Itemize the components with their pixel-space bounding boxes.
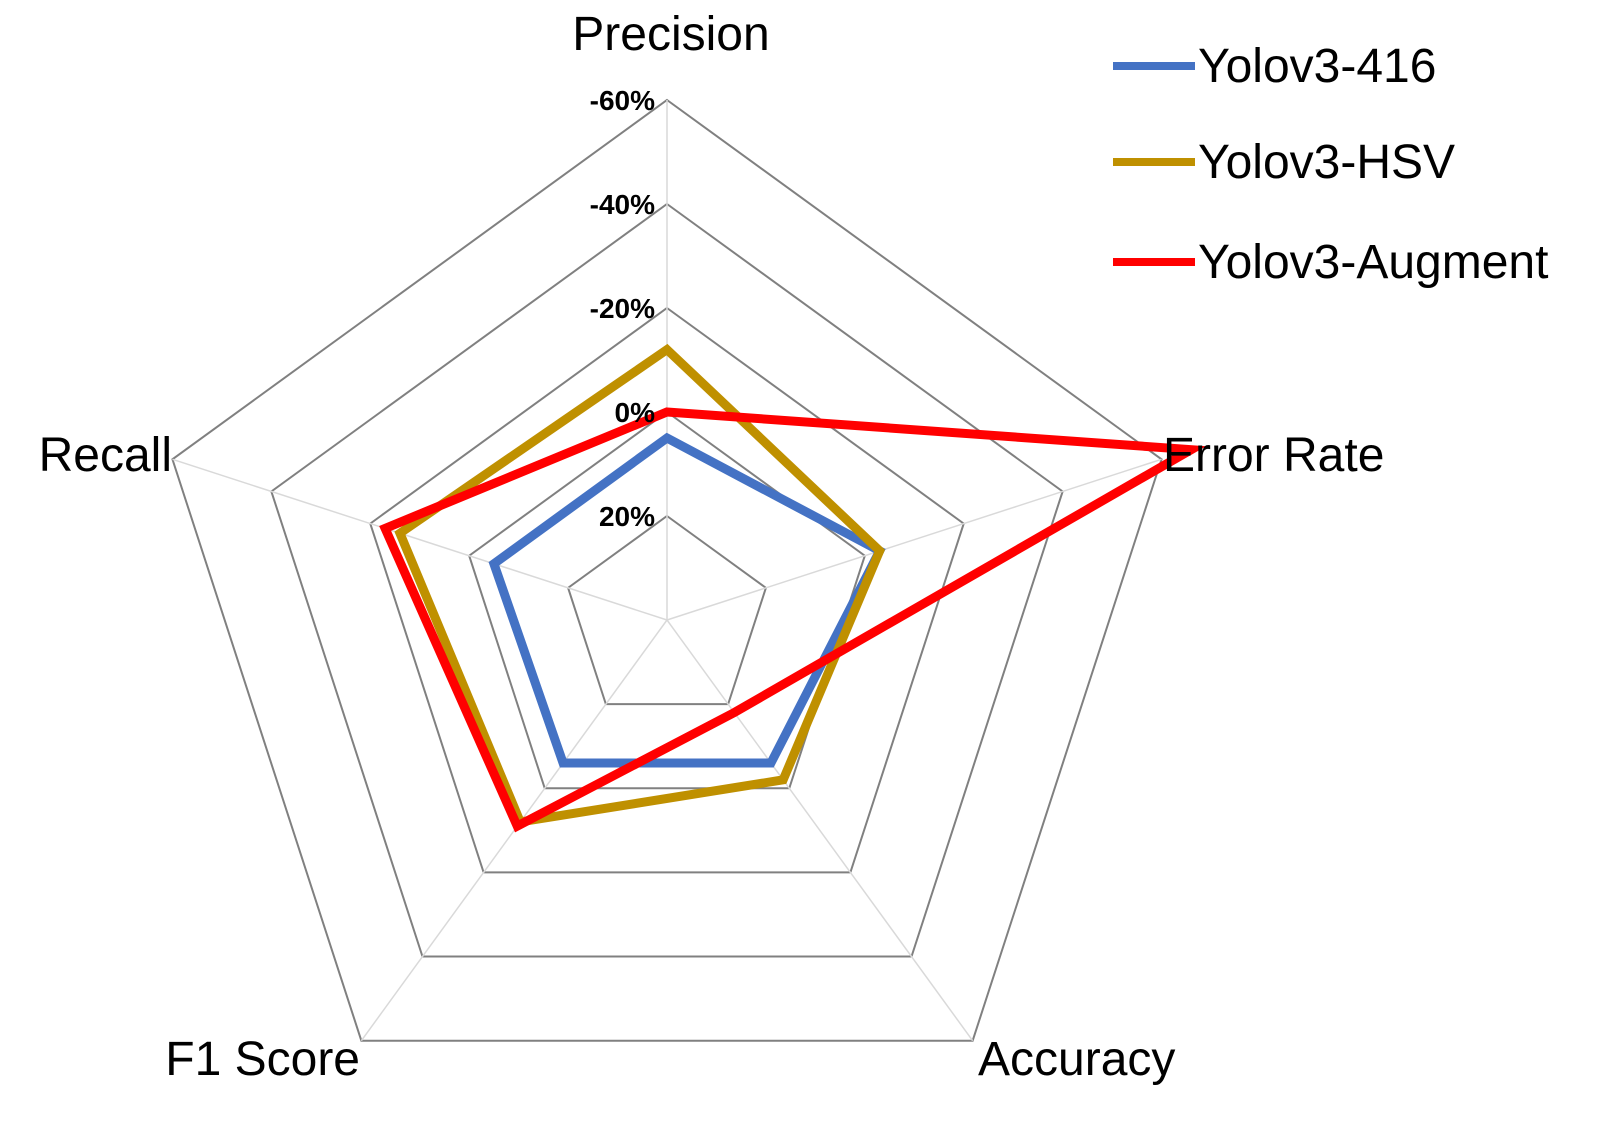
spoke-error-rate <box>666 458 1162 621</box>
tick-label-20: -20% <box>590 293 655 324</box>
spoke-recall <box>172 458 668 621</box>
axis-label-precision: Precision <box>572 8 769 61</box>
grid-ring-40 <box>270 202 1064 958</box>
legend-label-yolov3-416: Yolov3-416 <box>1198 40 1436 93</box>
radial-tick-labels: -60% -40% -20% 0% 20% <box>590 85 655 532</box>
axis-label-error-rate: Error Rate <box>1163 429 1384 482</box>
axis-labels: Precision Error Rate Accuracy F1 Score R… <box>39 8 1385 1086</box>
series-yolov3-416 <box>488 432 886 768</box>
grid-ring-20 <box>369 306 965 874</box>
legend-item-yolov3-augment: Yolov3-Augment <box>1113 236 1548 289</box>
legend: Yolov3-416 Yolov3-HSV Yolov3-Augment <box>1113 40 1548 289</box>
tick-label-20: 20% <box>599 501 655 532</box>
tick-label-40: -40% <box>590 189 655 220</box>
legend-item-yolov3-hsv: Yolov3-HSV <box>1113 136 1455 189</box>
tick-label-0: 0% <box>615 397 656 428</box>
legend-label-yolov3-augment: Yolov3-Augment <box>1198 236 1548 289</box>
axis-label-recall: Recall <box>39 429 172 482</box>
axis-label-f1-score: F1 Score <box>165 1033 360 1086</box>
radar-grid <box>171 98 1163 1042</box>
legend-item-yolov3-416: Yolov3-416 <box>1113 40 1436 93</box>
radar-series <box>379 343 1207 833</box>
tick-label-60: -60% <box>590 85 655 116</box>
axis-label-accuracy: Accuracy <box>978 1033 1175 1086</box>
grid-ring-0 <box>468 410 866 790</box>
grid-ring-20 <box>566 514 768 706</box>
grid-ring-60 <box>171 98 1163 1042</box>
spoke-accuracy <box>666 619 974 1042</box>
legend-label-yolov3-hsv: Yolov3-HSV <box>1198 136 1455 189</box>
spoke-f1-score <box>360 619 668 1042</box>
radar-spokes <box>172 100 1162 1042</box>
series-yolov3-augment <box>379 407 1207 833</box>
